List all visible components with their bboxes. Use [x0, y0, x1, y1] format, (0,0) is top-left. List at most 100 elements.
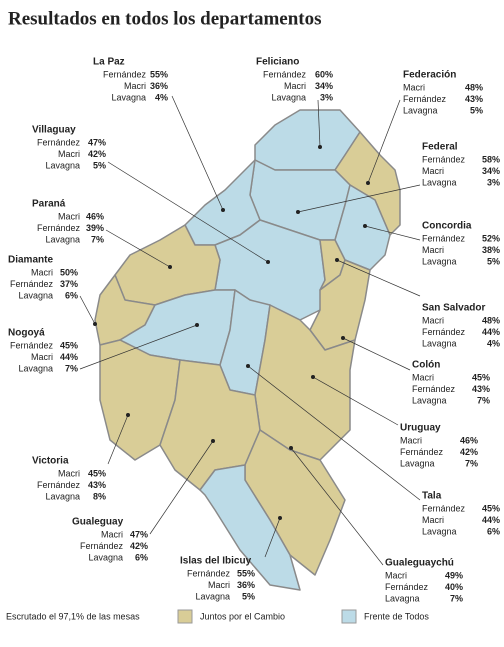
location-dot — [311, 375, 315, 379]
percent: 48% — [465, 82, 483, 92]
leader-line — [290, 447, 384, 566]
candidate: Lavagna — [18, 363, 53, 373]
percent: 6% — [65, 290, 78, 300]
candidate: Macri — [58, 211, 80, 221]
candidate: Macri — [101, 529, 123, 539]
candidate: Macri — [124, 81, 146, 91]
percent: 44% — [482, 515, 500, 525]
percent: 42% — [88, 149, 106, 159]
region — [199, 464, 301, 591]
leader-line — [336, 259, 421, 297]
candidate: Fernández — [422, 503, 466, 513]
percent: 45% — [482, 503, 500, 513]
percent: 37% — [60, 279, 78, 289]
candidate: Fernández — [37, 223, 81, 233]
location-dot — [221, 208, 225, 212]
candidate: Macri — [412, 372, 434, 382]
region — [309, 259, 371, 351]
leader-line — [79, 324, 198, 370]
percent: 7% — [65, 363, 78, 373]
location-dot — [126, 413, 130, 417]
department-name: La Paz — [93, 57, 125, 68]
department-name: Federación — [403, 70, 456, 81]
location-dot — [363, 224, 367, 228]
percent: 34% — [315, 81, 333, 91]
candidate: Lavagna — [88, 552, 123, 562]
department-name: San Salvador — [422, 303, 485, 314]
candidate: Fernández — [263, 69, 307, 79]
candidate: Fernández — [412, 384, 456, 394]
candidate: Fernández — [187, 568, 231, 578]
percent: 38% — [482, 245, 500, 255]
percent: 5% — [242, 591, 255, 601]
candidate: Fernández — [422, 327, 466, 337]
location-dot — [318, 145, 322, 149]
percent: 46% — [86, 211, 104, 221]
percent: 7% — [450, 593, 463, 603]
percent: 50% — [60, 267, 78, 277]
candidate: Fernández — [10, 279, 54, 289]
percent: 42% — [130, 541, 148, 551]
candidate: Fernández — [103, 69, 147, 79]
leader-line — [364, 225, 421, 241]
percent: 52% — [482, 233, 500, 243]
percent: 45% — [88, 468, 106, 478]
candidate: Macri — [58, 149, 80, 159]
candidate: Lavagna — [111, 92, 146, 102]
candidate: Macri — [31, 267, 53, 277]
percent: 6% — [135, 552, 148, 562]
department-name: Colón — [412, 360, 440, 371]
candidate: Lavagna — [422, 256, 457, 266]
candidate: Lavagna — [422, 526, 457, 536]
department-name: Victoria — [32, 456, 69, 467]
department-name: Feliciano — [256, 57, 299, 68]
candidate: Fernández — [422, 233, 466, 243]
percent: 5% — [470, 105, 483, 115]
candidate: Macri — [385, 570, 407, 580]
department-name: Villaguay — [32, 125, 76, 136]
candidate: Macri — [422, 515, 444, 525]
percent: 44% — [482, 327, 500, 337]
leader-line — [297, 184, 421, 213]
leader-line — [317, 99, 321, 148]
title: Resultados en todos los departamentos — [8, 8, 322, 29]
legend-label: Frente de Todos — [364, 611, 429, 621]
department-name: Paraná — [32, 199, 66, 210]
percent: 7% — [465, 458, 478, 468]
department-name: Gualeguay — [72, 517, 124, 528]
percent: 4% — [155, 92, 168, 102]
legend-label: Juntos por el Cambio — [200, 611, 285, 621]
map — [94, 109, 401, 591]
location-dot — [341, 336, 345, 340]
candidate: Fernández — [400, 447, 444, 457]
candidate: Macri — [403, 82, 425, 92]
location-dot — [168, 265, 172, 269]
location-dot — [195, 323, 199, 327]
candidate: Fernández — [37, 137, 81, 147]
candidate: Macri — [422, 315, 444, 325]
percent: 40% — [445, 582, 463, 592]
percent: 60% — [315, 69, 333, 79]
location-dot — [278, 516, 282, 520]
legend-swatch — [177, 609, 193, 624]
percent: 8% — [93, 491, 106, 501]
department-name: Diamante — [8, 255, 53, 266]
location-dot — [335, 258, 339, 262]
percent: 55% — [237, 568, 255, 578]
percent: 6% — [487, 526, 500, 536]
candidate: Fernández — [80, 541, 124, 551]
leader-line — [171, 95, 224, 211]
candidate: Lavagna — [45, 160, 80, 170]
leader-line — [312, 376, 399, 426]
candidate: Macri — [31, 352, 53, 362]
percent: 42% — [460, 447, 478, 457]
leader-line — [107, 161, 269, 263]
percent: 43% — [88, 480, 106, 490]
department-name: Gualeguaychú — [385, 558, 454, 569]
percent: 5% — [487, 256, 500, 266]
percent: 34% — [482, 166, 500, 176]
percent: 46% — [460, 435, 478, 445]
percent: 43% — [472, 384, 490, 394]
candidate: Lavagna — [412, 395, 447, 405]
